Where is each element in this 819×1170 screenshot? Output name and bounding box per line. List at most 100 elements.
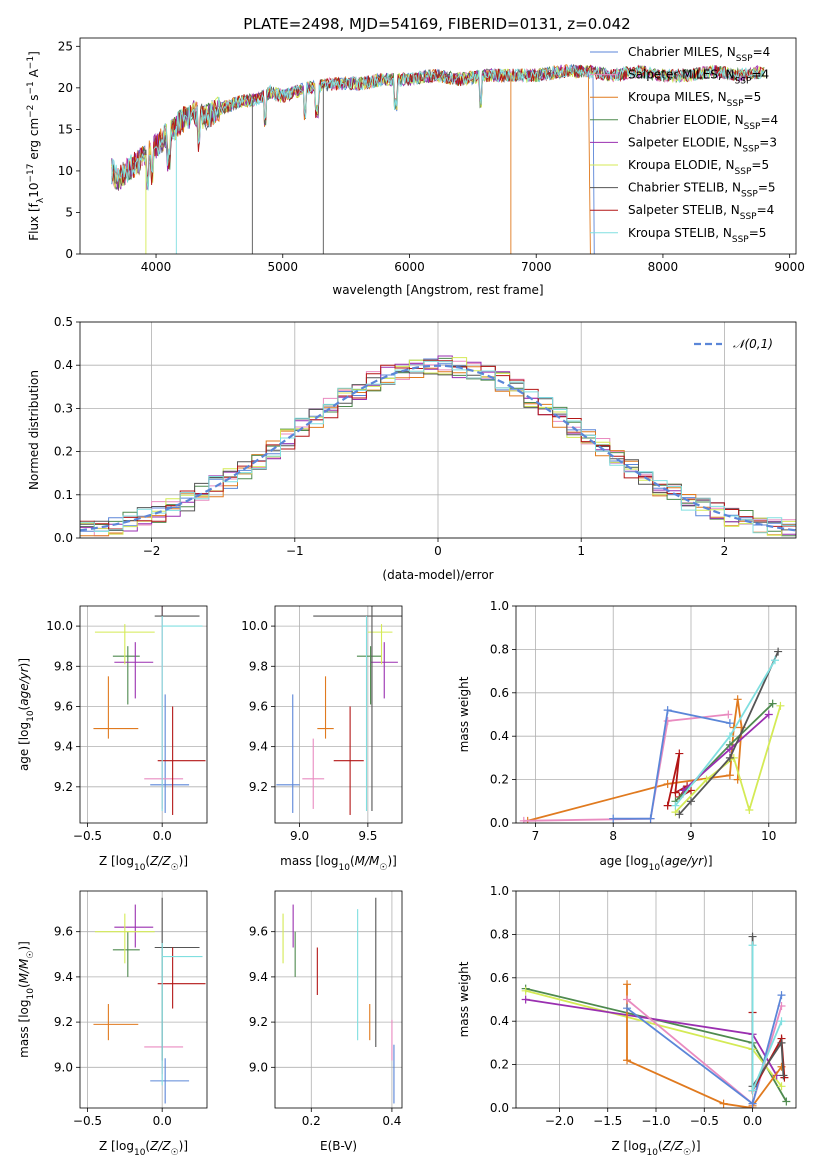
spectrum-line-kroupa-stelib [111, 64, 765, 191]
mass-z-point-kroupa-stelib [161, 942, 203, 1086]
age-mass-point-chabrier-elodie [356, 646, 382, 705]
mass-z-point-kroupa-miles [93, 1004, 139, 1041]
weight-z-frame [515, 890, 797, 1109]
age-z-ytick-label: 9.4 [54, 740, 73, 754]
legend-label-chabrier-stelib: Chabrier STELIB, NSSP=5 [628, 181, 776, 200]
weight-z-ylabel: mass weight [457, 961, 471, 1037]
spectrum-ytick-label: 20 [58, 81, 73, 95]
age-z-point-kroupa-stelib [161, 616, 203, 811]
weight-z-xtick-label: −1.0 [641, 1114, 670, 1128]
weight-age-ytick-label: 0.2 [490, 773, 509, 787]
weight-age-ytick-label: 1.0 [490, 599, 509, 613]
weight-z-axes: −2.0 −1.5 −1.0 −0.5 0.0 0.0 0.2 0.4 0.6 0.8 1.0 Z [… [457, 884, 797, 1158]
age-z-axes: −0.5 0.0 9.2 9.4 9.6 9.8 10.0 Z [log10(Z/Z☉)] ag… [17, 605, 208, 873]
spectrum-xtick-label: 7000 [521, 260, 552, 274]
mass-z-plot-area [93, 897, 206, 1104]
weight-age-marker [702, 775, 711, 784]
weight-age-marker [724, 710, 733, 719]
age-z-ytick-label: 10.0 [46, 619, 73, 633]
residuals-frame [79, 321, 797, 539]
spectrum-xtick-label: 6000 [394, 260, 425, 274]
normal-legend-label: 𝒩(0,1) [733, 337, 773, 351]
age-z-xtick-label: −0.5 [73, 829, 102, 843]
spectrum-ytick-label: 25 [58, 39, 73, 53]
residuals-ytick-label: 0.3 [54, 401, 73, 415]
weight-age-marker [725, 771, 734, 780]
weight-z-ytick-label: 0.0 [490, 1101, 509, 1115]
weight-age-marker [774, 647, 783, 656]
weight-z-marker [748, 932, 757, 941]
weight-z-ytick-label: 0.6 [490, 971, 509, 985]
weight-age-xtick-label: 7 [532, 829, 540, 843]
spectrum-xlabel: wavelength [Angstrom, rest frame] [332, 283, 543, 297]
residuals-xtick-label: −1 [286, 544, 304, 558]
age-z-ytick-label: 9.8 [54, 659, 73, 673]
residuals-ytick-label: 0.5 [54, 315, 73, 329]
mass-ebv-ytick-label: 9.0 [249, 1060, 268, 1074]
spectrum-xtick-label: 4000 [141, 260, 172, 274]
legend-label-salpeter-stelib: Salpeter STELIB, NSSP=4 [628, 203, 774, 222]
age-mass-xlabel: mass [log10(M/M☉)] [280, 854, 397, 873]
mass-z-point-salpeter-stelib [157, 947, 206, 1009]
weight-z-marker [777, 991, 786, 1000]
weight-z-ytick-label: 0.8 [490, 927, 509, 941]
weight-z-marker [777, 1038, 786, 1047]
spectrum-ytick-label: 15 [58, 122, 73, 136]
hist-kroupa-miles [80, 366, 796, 538]
residuals-xtick-label: 0 [434, 544, 442, 558]
residuals-xlabel: (data-model)/error [382, 568, 493, 582]
weight-z-xtick-label: −1.5 [593, 1114, 622, 1128]
age-mass-ytick-label: 9.4 [249, 740, 268, 754]
spectrum-axes: 4000 5000 6000 7000 8000 9000 0 5 10 15 20 25 wavele… [26, 37, 805, 297]
spectrum-frame [79, 37, 797, 255]
weight-z-marker [779, 1071, 788, 1080]
spectrum-ytick-label: 10 [58, 164, 73, 178]
age-mass-axes: 9.0 9.5 9.2 9.4 9.6 9.8 10.0 mass [log10(M/M☉)] [241, 605, 403, 873]
age-mass-point-salpeter-miles [302, 738, 325, 809]
mass-ebv-xtick-label: 0.2 [302, 1114, 321, 1128]
mass-z-xlabel: Z [log10(Z/Z☉)] [99, 1139, 188, 1158]
mass-z-ytick-label: 9.6 [54, 925, 73, 939]
mass-z-xtick-label: 0.0 [153, 1114, 172, 1128]
mass-ebv-xlabel: E(B-V) [320, 1139, 357, 1153]
weight-age-marker [725, 719, 734, 728]
mass-ebv-plot-area [282, 897, 395, 1104]
weight-age-marker [725, 732, 734, 741]
mass-z-xtick-label: −0.5 [73, 1114, 102, 1128]
weight-z-marker [623, 980, 632, 989]
residuals-xtick-label: −2 [143, 544, 161, 558]
age-z-ytick-label: 9.6 [54, 699, 73, 713]
mass-z-ytick-label: 9.4 [54, 970, 73, 984]
weight-age-marker [764, 710, 773, 719]
weight-age-xtick-label: 10 [761, 829, 776, 843]
mass-ebv-ytick-label: 9.4 [249, 970, 268, 984]
weight-age-marker [519, 816, 528, 823]
age-mass-frame [274, 605, 403, 824]
spectrum-legend: Chabrier MILES, NSSP=4 Salpeter MILES, NS… [590, 45, 778, 245]
residuals-plot-area [80, 355, 796, 538]
mass-z-ylabel: mass [log10(M/M☉)] [17, 941, 36, 1058]
legend-label-kroupa-stelib: Kroupa STELIB, NSSP=5 [628, 226, 766, 245]
weight-z-marker [623, 1004, 632, 1013]
weight-z-marker [748, 941, 757, 950]
age-z-xtick-label: 0.0 [153, 829, 172, 843]
figure-title: PLATE=2498, MJD=54169, FIBERID=0131, z=0… [243, 15, 630, 33]
age-z-point-salpeter-stelib [157, 706, 206, 815]
mass-z-point-salpeter-elodie [114, 904, 154, 948]
weight-z-marker [777, 1082, 786, 1091]
mass-z-point-chabrier-miles [150, 1058, 190, 1104]
mass-z-frame [79, 890, 208, 1109]
weight-age-marker [671, 801, 680, 810]
age-z-point-kroupa-elodie [94, 624, 155, 665]
legend-label-chabrier-elodie: Chabrier ELODIE, NSSP=4 [628, 113, 778, 132]
weight-z-marker [719, 1099, 728, 1108]
age-mass-xtick-label: 9.0 [290, 829, 309, 843]
weight-z-marker [521, 986, 530, 995]
residuals-ytick-label: 0.2 [54, 445, 73, 459]
weight-z-xlabel: Z [log10(Z/Z☉)] [611, 1139, 700, 1158]
age-mass-point-salpeter-elodie [370, 642, 398, 699]
age-mass-ytick-label: 9.2 [249, 780, 268, 794]
age-mass-point-salpeter-stelib [333, 706, 364, 815]
spectrum-xtick-label: 8000 [648, 260, 679, 274]
residuals-ytick-label: 0.1 [54, 488, 73, 502]
